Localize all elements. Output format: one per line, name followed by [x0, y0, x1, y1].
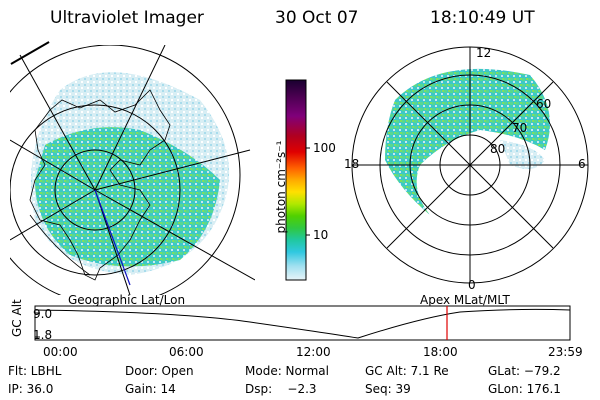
altitude-curve [34, 308, 571, 339]
instrument-title: Ultraviolet Imager [50, 8, 204, 28]
left-emission-field [30, 72, 230, 275]
right-emission-field [385, 68, 550, 215]
right-panel-title: Apex MLat/MLT [420, 293, 510, 307]
glat-label: GLat: −79.2 [488, 364, 561, 378]
mlt-label-18: 18 [344, 157, 360, 171]
seq-label: Seq: 39 [365, 382, 411, 396]
gc-alt-label: GC Alt: 7.1 Re [365, 364, 449, 378]
mode-label: Mode: Normal [245, 364, 329, 378]
coastline [29, 89, 171, 281]
glon-label: GLon: 176.1 [488, 382, 561, 396]
ip-label: IP: 36.0 [8, 382, 54, 396]
mlat-label-80: 80 [490, 142, 506, 156]
mlt-label-0: 0 [468, 278, 476, 292]
left-grid [10, 45, 255, 295]
time-label: 18:10:49 UT [430, 8, 535, 28]
dsp-label: Dsp: −2.3 [245, 382, 317, 396]
door-label: Door: Open [125, 364, 194, 378]
colorbar-tick-100: 100 [313, 141, 336, 155]
timeline-xtick-3: 18:00 [423, 345, 458, 359]
timeline-xtick-0: 00:00 [43, 345, 78, 359]
timeline-xtick-2: 12:00 [296, 345, 331, 359]
mlat-label-70: 70 [512, 121, 528, 135]
mlat-label-60: 60 [536, 97, 552, 111]
gain-label: Gain: 14 [125, 382, 176, 396]
timeline-ytick-bottom: 1.8 [33, 328, 53, 342]
filter-label: Flt: LBHL [8, 364, 62, 378]
right-grid [351, 46, 589, 284]
timeline-xtick-4: 23:59 [548, 345, 583, 359]
timeline-xtick-1: 06:00 [169, 345, 204, 359]
mlt-label-6: 6 [578, 157, 586, 171]
date-label: 30 Oct 07 [275, 8, 359, 28]
timeline-ylabel: GC Alt [10, 299, 24, 337]
timeline-ytick-top: 9.0 [33, 307, 53, 321]
terminator-line [94, 189, 131, 286]
colorbar-tick-10: 10 [313, 228, 329, 242]
left-panel-title: Geographic Lat/Lon [68, 293, 186, 307]
left-corner-mark [10, 41, 50, 65]
mlt-label-12: 12 [476, 46, 492, 60]
